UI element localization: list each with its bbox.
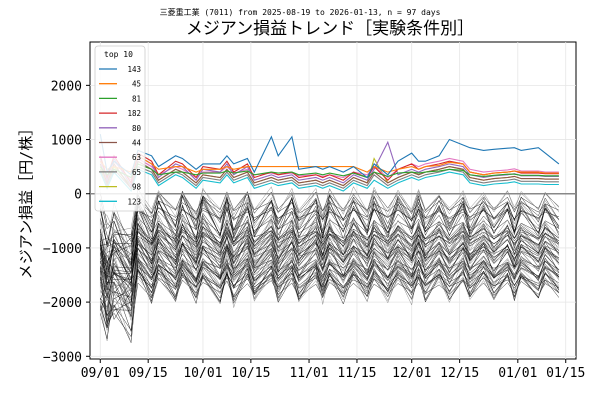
x-tick-label: 09/15 [129,366,168,381]
x-tick-label: 12/01 [392,366,431,381]
x-axis-ticks: 09/01 09/15 10/01 10/15 11/01 11/15 12/01 12/15… [81,359,585,381]
background-series-line [100,239,560,303]
x-tick-label: 10/15 [231,366,270,381]
background-series-line [100,229,560,280]
legend-label: 182 [127,109,141,118]
background-series-line [100,242,560,299]
x-tick-label: 12/15 [440,366,479,381]
series-line-80 [99,140,559,188]
background-series-line [100,186,560,240]
legend-label: 63 [132,153,141,162]
background-series-line [100,254,560,320]
background-series-line [100,278,560,332]
x-tick-label: 11/01 [289,366,328,381]
series-line-123 [99,168,559,193]
plot-frame [89,41,577,360]
x-tick-label: 01/15 [546,366,585,381]
series-lines [99,134,560,193]
legend-label: 123 [127,197,141,206]
y-tick-label: 1000 [51,134,82,149]
background-series-line [100,245,560,286]
background-series-line [100,258,560,324]
y-tick-label: −2000 [43,296,82,311]
background-series-line [100,192,560,267]
background-series-line [100,254,560,332]
legend-label: 143 [127,65,141,74]
series-line-45 [99,155,559,176]
background-series-line [100,196,560,275]
legend-label: 81 [132,94,141,103]
legend-box [94,45,146,212]
background-series-line [100,251,560,309]
legend-label: 45 [132,80,141,89]
legend: top 10 143 45 81 182 80 44 63 65 98 123 [94,45,146,212]
background-series-line [100,249,560,294]
background-series-line [100,260,560,338]
series-line-81 [99,163,559,179]
background-series [100,186,560,344]
x-tick-label: 01/01 [498,366,537,381]
legend-label: 65 [132,168,141,177]
background-series-line [100,241,560,285]
background-series-line [100,275,560,321]
y-axis-ticks: 2000 1000 0 −1000 −2000 −3000 [43,79,90,365]
legend-title: top 10 [104,50,133,59]
background-series-line [100,232,560,291]
background-series-line [100,190,560,248]
y-tick-label: 2000 [51,79,82,94]
legend-label: 80 [132,124,142,133]
chart-title: メジアン損益トレンド［実験条件別］ [186,19,474,39]
series-line-44 [99,160,559,190]
legend-label: 98 [132,183,142,192]
legend-label: 44 [132,139,142,148]
chart-suptitle: 三菱重工業 (7011) from 2025-08-19 to 2026-01-… [160,7,441,17]
x-tick-label: 09/01 [81,366,120,381]
background-series-line [100,271,560,343]
background-series-line [100,194,560,245]
background-series-line [100,232,560,294]
y-tick-label: −3000 [43,350,82,365]
series-line-143 [99,134,560,179]
y-axis-title: メジアン損益［円/株］ [17,121,35,279]
y-tick-label: 0 [74,188,82,203]
x-tick-label: 11/15 [337,366,376,381]
x-tick-label: 10/01 [183,366,222,381]
background-series-line [100,229,560,274]
background-series-line [100,216,560,276]
background-series-line [100,221,560,285]
y-tick-label: −1000 [43,242,82,257]
